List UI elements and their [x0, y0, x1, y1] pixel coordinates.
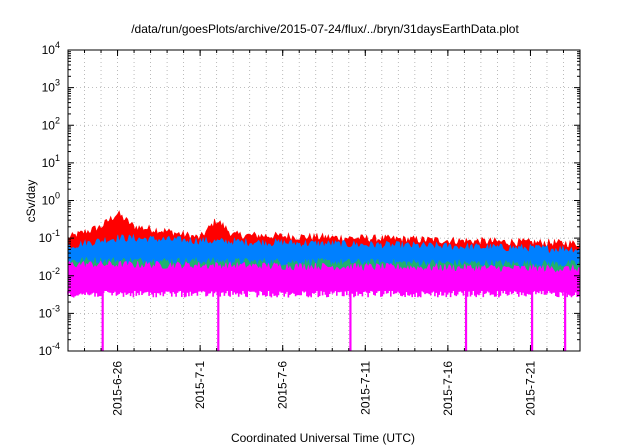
y-tick-label: 10-4 — [39, 341, 60, 358]
chart-title: /data/run/goesPlots/archive/2015-07-24/f… — [131, 22, 519, 36]
x-axis-label: Coordinated Universal Time (UTC) — [231, 431, 415, 445]
x-tick-label: 2015-7-1 — [193, 361, 207, 409]
y-tick-label: 102 — [42, 115, 60, 132]
x-tick-label: 2015-7-6 — [276, 361, 290, 409]
y-tick-label: 100 — [42, 191, 60, 208]
y-tick-label: 104 — [42, 40, 60, 57]
data-series — [67, 210, 581, 351]
y-axis-label: cSv/day — [24, 180, 38, 223]
y-axis: 10-4 10-3 10-2 10-1 100 101 102 103 104 — [39, 40, 580, 358]
x-tick-label: 2015-7-21 — [523, 361, 537, 416]
y-tick-label: 101 — [42, 153, 60, 170]
x-axis: 2015-6-26 2015-7-1 2015-7-6 2015-7-11 2015-7… — [84, 50, 564, 416]
series-noise — [67, 290, 581, 298]
x-tick-label: 2015-7-16 — [441, 361, 455, 416]
x-tick-label: 2015-7-11 — [358, 361, 372, 415]
grid-lines — [68, 50, 580, 351]
y-tick-label: 10-2 — [39, 266, 60, 283]
y-tick-label: 103 — [42, 78, 60, 95]
y-tick-label: 10-3 — [39, 303, 60, 320]
y-tick-label: 10-1 — [39, 228, 60, 245]
series-area-3 — [67, 260, 581, 292]
x-tick-label: 2015-6-26 — [111, 361, 125, 416]
